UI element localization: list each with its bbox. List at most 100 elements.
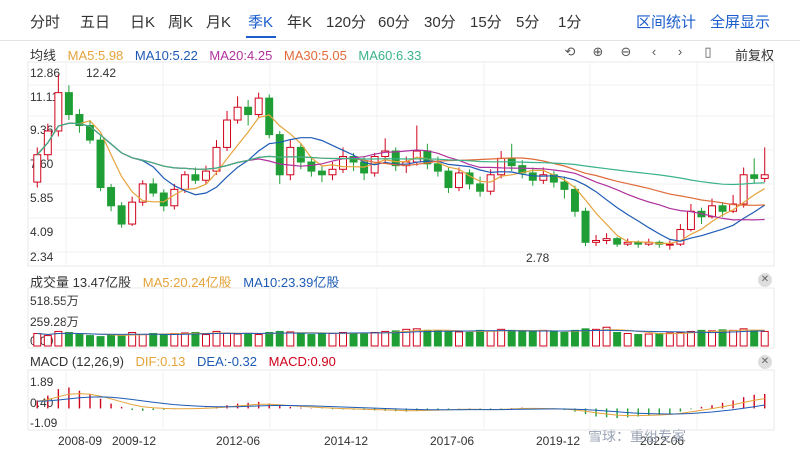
ma20-value: MA20:4.25	[209, 48, 273, 63]
volume-bar	[159, 333, 168, 347]
volume-bar	[686, 330, 695, 347]
x-axis-label: 2008-09	[58, 434, 103, 448]
reset-icon[interactable]: ⟲	[564, 44, 576, 59]
volume-bar	[592, 328, 601, 347]
candle-body	[381, 150, 390, 158]
interval-stats-link[interactable]: 区间统计	[636, 14, 697, 31]
volume-bar	[613, 331, 622, 347]
tab-5[interactable]: 季K	[248, 14, 274, 31]
candle-body	[138, 183, 147, 203]
volume-bar	[455, 331, 463, 347]
close-volume-icon[interactable]: ✕	[758, 273, 772, 287]
volume-title: 成交量 13.47亿股	[30, 275, 132, 290]
tab-9[interactable]: 30分	[424, 14, 456, 31]
price-axis-label: 12.86	[30, 66, 61, 80]
volume-bar	[107, 334, 116, 347]
tab-8[interactable]: 60分	[378, 14, 410, 31]
volume-bar	[391, 330, 400, 347]
volume-bar	[644, 333, 653, 347]
macd-title: MACD (12,26,9)	[30, 354, 124, 369]
volume-bar	[623, 333, 632, 347]
tab-10[interactable]: 15分	[470, 14, 502, 31]
candle-body	[117, 205, 126, 225]
volume-bar	[265, 331, 274, 347]
tab-0[interactable]: 分时	[30, 14, 61, 31]
volume-bar	[528, 330, 537, 347]
candle-body	[433, 163, 442, 172]
volume-ma10: MA10:23.39亿股	[243, 275, 340, 290]
chevron-left-icon[interactable]: ‹	[651, 44, 657, 59]
candle-body	[170, 188, 179, 207]
volume-bar	[539, 329, 548, 347]
dea-value: DEA:-0.32	[197, 354, 258, 369]
volume-bar	[223, 333, 232, 347]
volume-ma10-line	[37, 329, 765, 336]
period-tab-bar: 分时 五日 日K 周K 月K 季K 年K 120分 60分 30分 15分 5分 1分 区间统计 全屏显…	[0, 0, 800, 41]
candle-body	[750, 174, 759, 179]
volume-bar	[307, 334, 316, 347]
tab-11[interactable]: 5分	[516, 14, 540, 31]
price-axis-label: 4.09	[30, 225, 54, 239]
x-axis-label: 2017-06	[430, 434, 475, 448]
volume-bar	[212, 330, 221, 347]
volume-bar	[697, 329, 706, 347]
adjust-mode-label[interactable]: 前复权	[734, 48, 774, 63]
volume-bar	[244, 333, 253, 347]
candle-body	[54, 92, 63, 132]
candle-body	[180, 174, 189, 190]
volume-bar	[370, 331, 379, 347]
tab-4[interactable]: 月K	[206, 14, 232, 31]
candle-body	[107, 187, 116, 207]
tab-2[interactable]: 日K	[130, 14, 156, 31]
volume-bar	[718, 329, 727, 347]
volume-bar	[665, 332, 674, 347]
tab-1[interactable]: 五日	[80, 14, 111, 31]
candle-body	[296, 146, 305, 163]
volume-bar	[86, 335, 94, 347]
volume-bar	[444, 330, 453, 347]
volume-bar	[423, 329, 432, 347]
volume-bar	[476, 329, 485, 347]
zoom-out-icon[interactable]: ⊖	[620, 44, 632, 59]
candle-body	[307, 161, 316, 172]
tab-7[interactable]: 120分	[326, 14, 367, 31]
candle-body	[339, 156, 347, 170]
volume-bar	[180, 332, 189, 347]
price-axis-label: 11.11	[30, 90, 59, 104]
tab-6[interactable]: 年K	[287, 14, 313, 31]
zoom-in-icon[interactable]: ⊕	[592, 44, 604, 59]
candle-body	[455, 172, 463, 189]
candle-body	[676, 229, 685, 245]
candle-body	[739, 174, 748, 205]
volume-axis-label: 259.28万	[30, 315, 79, 329]
volume-bar	[518, 330, 527, 347]
candle-body	[486, 174, 495, 192]
tab-3[interactable]: 周K	[168, 14, 194, 31]
volume-bar	[349, 332, 358, 347]
volume-bar	[286, 331, 295, 347]
price-axis-label: 5.85	[30, 191, 54, 205]
volume-bar	[402, 328, 411, 347]
candle-body	[760, 174, 769, 179]
candle-type-icon[interactable]: ▯	[704, 44, 712, 59]
close-macd-icon[interactable]: ✕	[758, 355, 772, 369]
candle-body	[64, 92, 73, 116]
active-tab-indicator	[246, 36, 276, 38]
candle-body	[212, 146, 221, 172]
volume-bar	[433, 330, 442, 347]
fullscreen-link[interactable]: 全屏显示	[710, 14, 771, 31]
volume-bar	[317, 332, 326, 347]
candle-body	[254, 97, 263, 116]
candle-body	[265, 97, 274, 136]
candle-body	[275, 134, 284, 176]
candle-body	[75, 114, 84, 126]
volume-bar	[233, 333, 242, 347]
x-axis-label: 2022-06	[640, 434, 685, 448]
panel-frame	[27, 287, 775, 349]
chevron-right-icon[interactable]: ›	[677, 44, 683, 59]
tab-12[interactable]: 1分	[558, 14, 582, 31]
candle-body	[613, 238, 622, 245]
volume-bar	[602, 326, 611, 347]
candle-body	[33, 154, 42, 183]
